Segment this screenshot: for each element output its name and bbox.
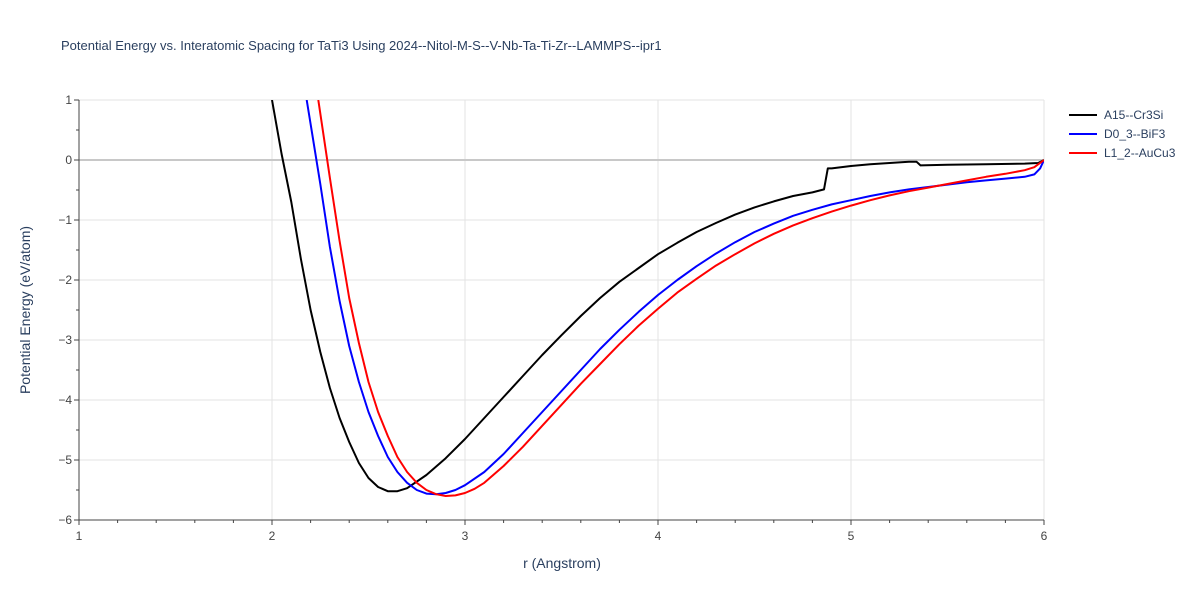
y-tick-label: −5 (58, 453, 72, 467)
chart-title: Potential Energy vs. Interatomic Spacing… (61, 38, 662, 53)
x-tick-label: 1 (76, 529, 83, 543)
legend-item-2[interactable]: L1_2--AuCu3 (1069, 146, 1176, 160)
series-line-2 (317, 100, 1044, 497)
x-tick-label: 5 (848, 529, 855, 543)
x-axis-label: r (Angstrom) (523, 555, 601, 571)
x-tick-label: 3 (462, 529, 469, 543)
series-lines (271, 100, 1044, 497)
y-tick-label: −4 (58, 393, 72, 407)
legend-item-0[interactable]: A15--Cr3Si (1069, 108, 1163, 122)
x-tick-label: 6 (1041, 529, 1048, 543)
legend-label: L1_2--AuCu3 (1104, 146, 1176, 160)
y-tick-label: −1 (58, 213, 72, 227)
legend-label: D0_3--BiF3 (1104, 127, 1166, 141)
legend-item-1[interactable]: D0_3--BiF3 (1069, 127, 1166, 141)
grid (79, 99, 1045, 520)
y-tick-label: 1 (65, 93, 72, 107)
y-tick-label: −2 (58, 273, 72, 287)
y-axis-ticks: 1 0 −1 −2 −3 −4 −5 −6 (58, 93, 79, 527)
y-tick-label: −3 (58, 333, 72, 347)
y-tick-label: −6 (58, 513, 72, 527)
x-tick-label: 2 (269, 529, 276, 543)
y-axis-label: Potential Energy (eV/atom) (17, 226, 33, 394)
y-tick-label: 0 (65, 153, 72, 167)
legend-label: A15--Cr3Si (1104, 108, 1163, 122)
x-tick-label: 4 (655, 529, 662, 543)
x-axis-ticks: 1 2 3 4 5 6 (76, 520, 1048, 543)
series-line-0 (271, 100, 1044, 493)
legend[interactable]: A15--Cr3Si D0_3--BiF3 L1_2--AuCu3 (1069, 108, 1176, 160)
